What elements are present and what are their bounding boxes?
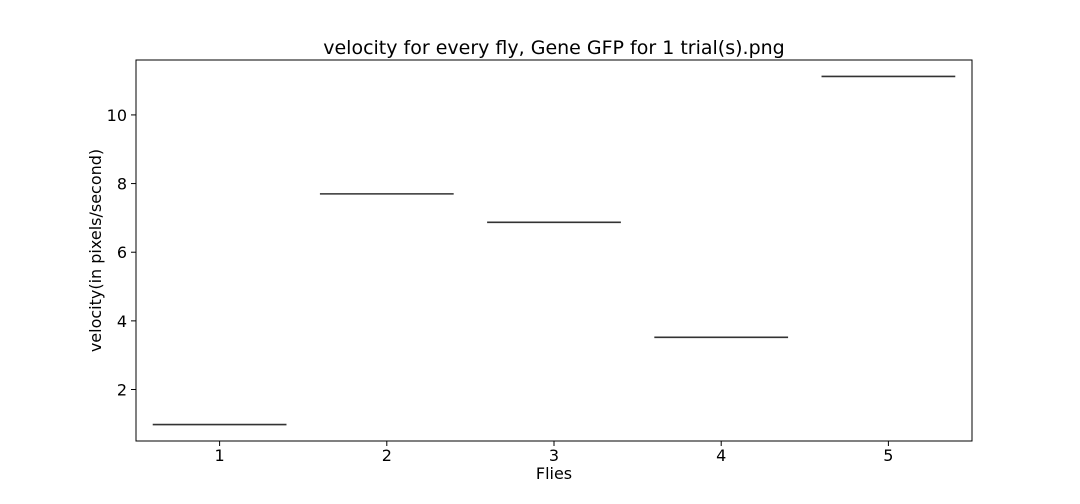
y-tick-label: 10 (107, 106, 127, 125)
y-axis-label: velocity(in pixels/second) (86, 149, 105, 352)
y-tick-label: 2 (117, 381, 127, 400)
y-tick-label: 6 (117, 243, 127, 262)
x-tick-label: 3 (549, 446, 559, 465)
x-tick-label: 4 (716, 446, 726, 465)
axes-frame (135, 59, 973, 442)
y-tick-label: 8 (117, 175, 127, 194)
x-axis-label: Flies (536, 464, 572, 483)
x-tick-label: 5 (883, 446, 893, 465)
x-tick-label: 1 (215, 446, 225, 465)
y-tick-label: 4 (117, 312, 127, 331)
x-tick-label: 2 (382, 446, 392, 465)
chart-title: velocity for every fly, Gene GFP for 1 t… (323, 37, 784, 59)
